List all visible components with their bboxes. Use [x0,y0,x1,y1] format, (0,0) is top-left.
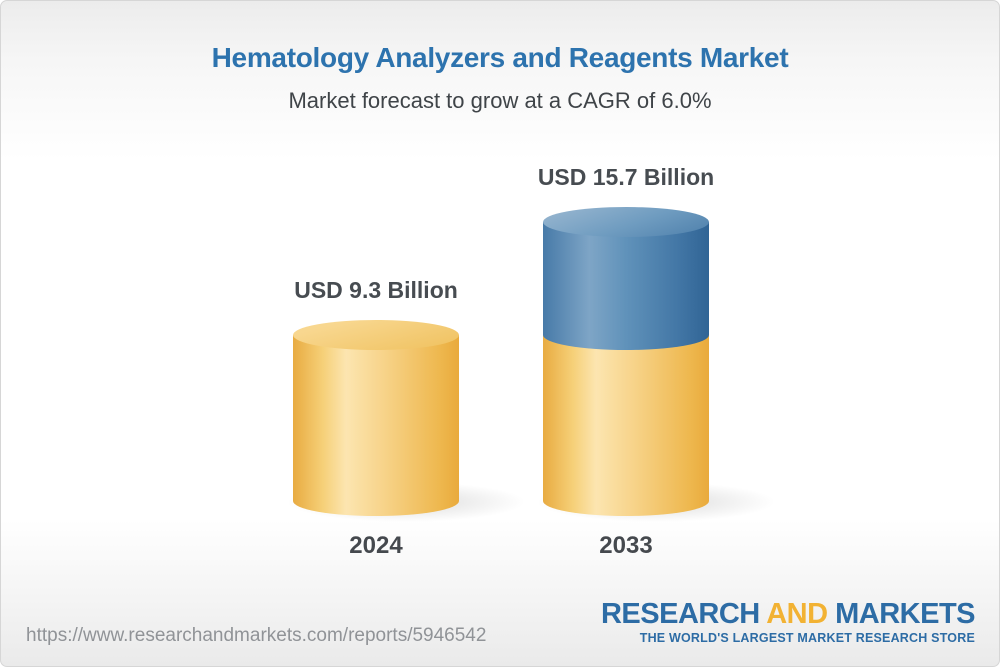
logo-tagline: THE WORLD'S LARGEST MARKET RESEARCH STOR… [639,631,975,645]
bar-2033-top-face [543,206,709,237]
bar-2033-growth-segment [543,221,709,351]
logo-word-and: AND [766,598,828,630]
bar-2024-body [293,335,459,516]
page-title: Hematology Analyzers and Reagents Market [211,42,789,73]
logo-word-markets: MARKETS [835,598,975,630]
value-label-2033: USD 15.7 Billion [537,163,715,190]
bar-2033-base-segment [543,335,709,516]
axis-label-2024: 2024 [349,532,403,559]
bar-2024-top-face [293,320,459,351]
logo-wordmark: RESEARCH AND MARKETS [600,598,976,630]
logo-word-research: RESEARCH [600,598,760,630]
value-label-2024: USD 9.3 Billion [294,277,458,304]
research-and-markets-logo: RESEARCH AND MARKETS THE WORLD'S LARGEST… [600,598,976,645]
axis-label-2033: 2033 [599,532,653,559]
report-url-link[interactable]: https://www.researchandmarkets.com/repor… [26,625,487,646]
page-subtitle: Market forecast to grow at a CAGR of 6.0… [288,88,712,113]
